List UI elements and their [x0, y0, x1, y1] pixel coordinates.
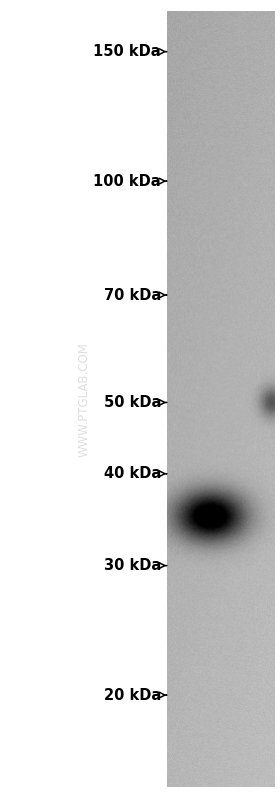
Text: 20 kDa: 20 kDa: [104, 688, 161, 702]
Text: 30 kDa: 30 kDa: [104, 558, 161, 573]
Text: 50 kDa: 50 kDa: [104, 395, 161, 410]
Text: 150 kDa: 150 kDa: [93, 44, 161, 59]
Text: WWW.PTGLAB.COM: WWW.PTGLAB.COM: [78, 342, 90, 457]
Text: 70 kDa: 70 kDa: [104, 288, 161, 303]
Text: 100 kDa: 100 kDa: [93, 173, 161, 189]
Text: 40 kDa: 40 kDa: [104, 467, 161, 481]
